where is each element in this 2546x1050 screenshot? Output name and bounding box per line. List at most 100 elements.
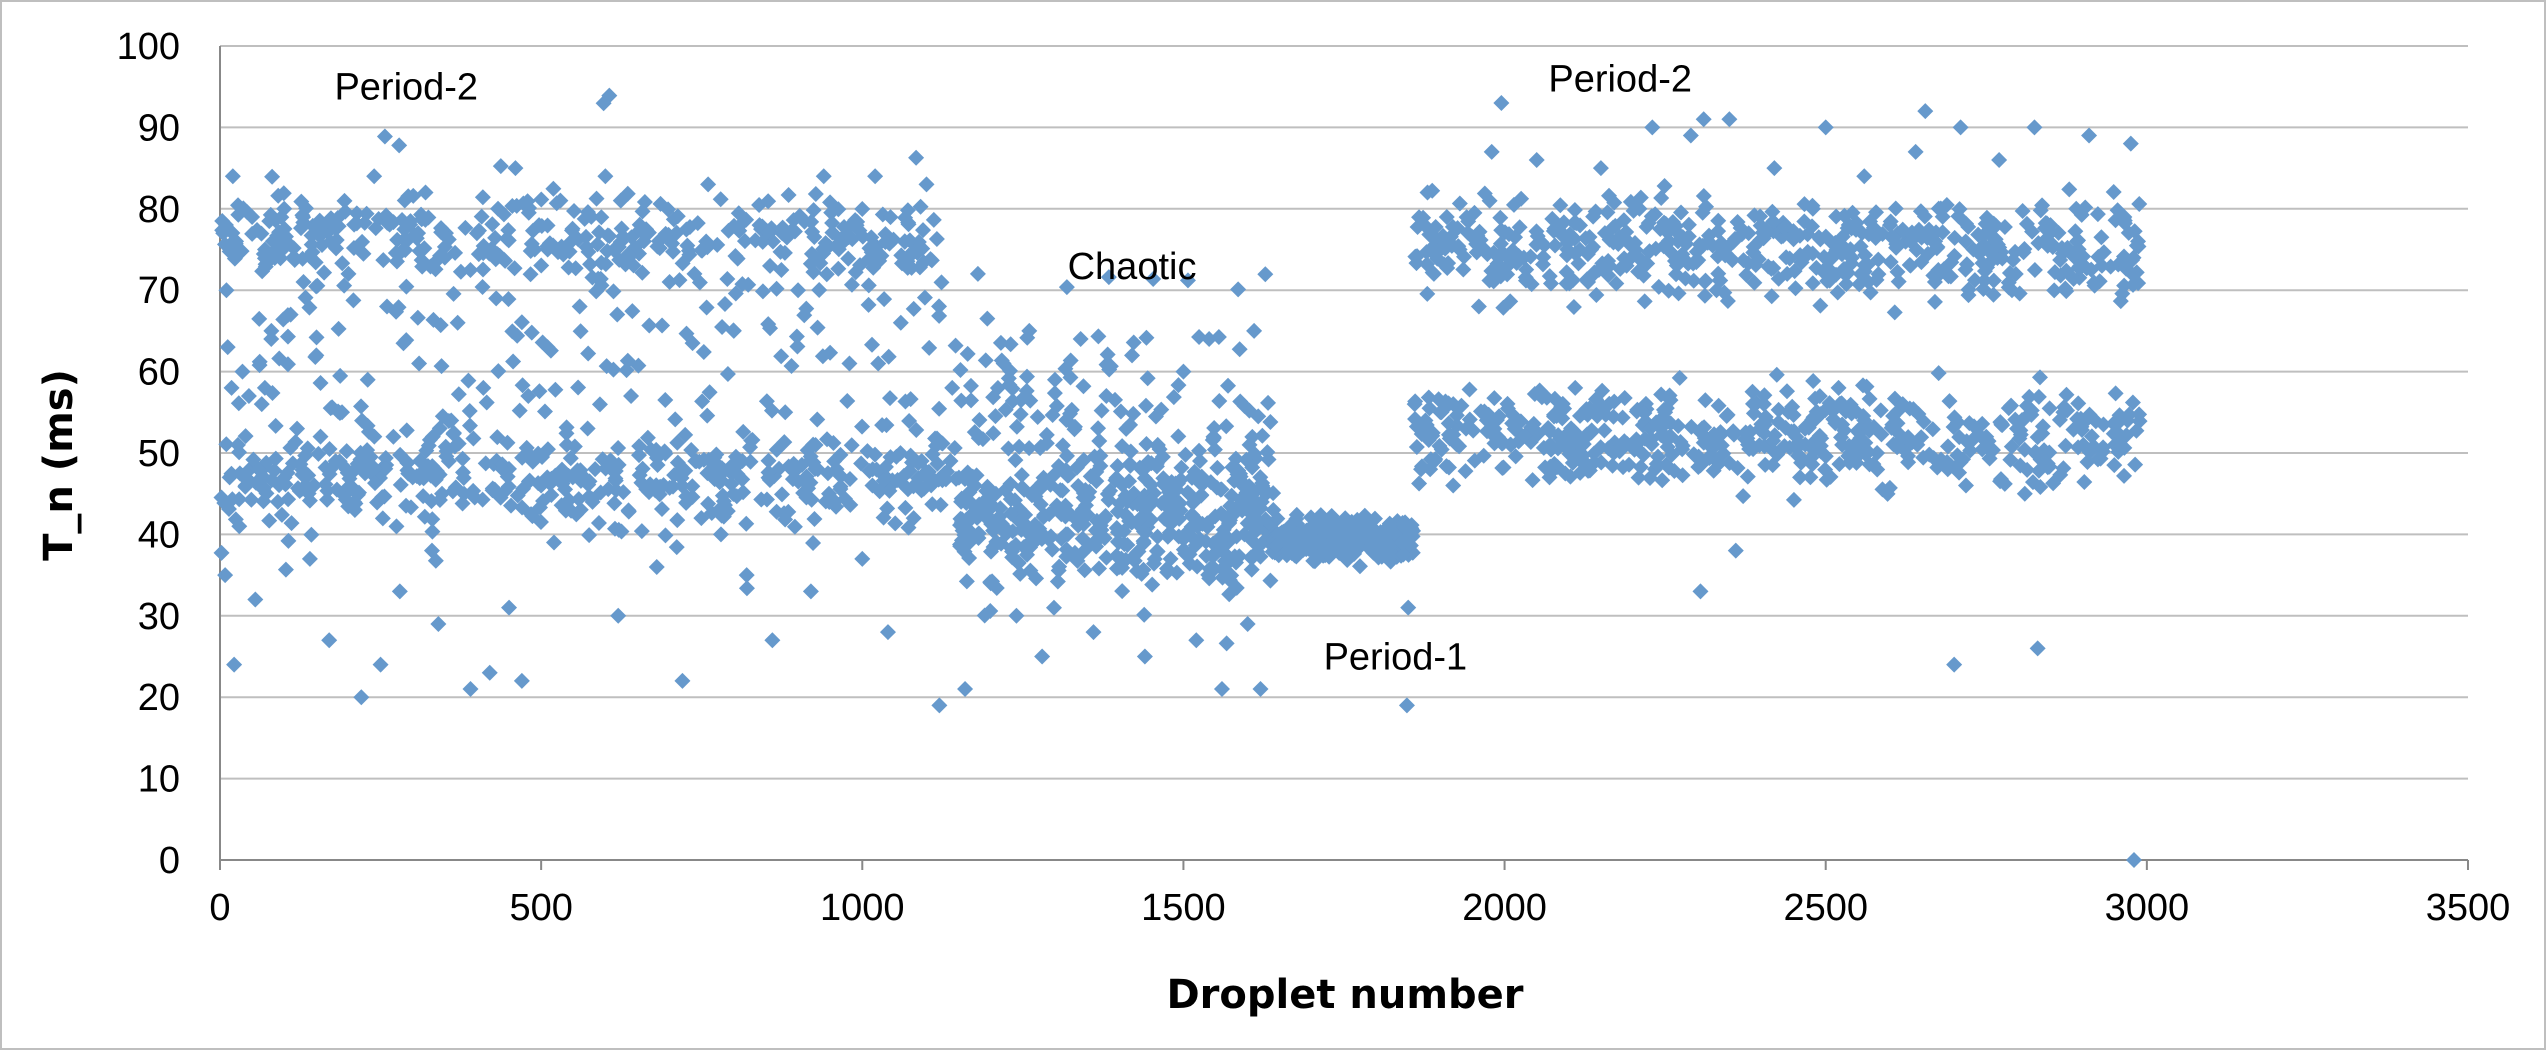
data-point [1205,428,1222,445]
data-point [1070,478,1087,495]
data-point [460,372,477,389]
data-point [1177,446,1194,463]
data-point [605,283,622,300]
data-point [1075,489,1092,506]
data-point [1177,545,1194,562]
data-point [699,407,716,424]
data-point [815,168,832,185]
data-point [839,392,856,409]
data-point [1193,487,1210,504]
data-point [1981,450,1998,467]
data-point [334,255,351,272]
data-point [1499,395,1516,412]
data-point [297,289,314,306]
data-point [1409,219,1426,236]
data-point [1455,261,1472,278]
data-point [496,483,513,500]
data-point [809,319,826,336]
data-point [264,168,281,185]
data-point [1951,429,1968,446]
data-point [2070,395,2087,412]
data-point [1291,534,1308,551]
data-point [1635,267,1652,284]
data-point [1057,360,1074,377]
data-point [588,190,605,207]
data-point [243,491,260,508]
data-point [545,180,562,197]
data-point [566,202,583,219]
data-point [753,491,770,508]
data-point [738,580,755,597]
data-point [1342,534,1359,551]
data-point [954,522,971,539]
data-point [1059,526,1076,543]
annotation-label: Chaotic [1068,246,1197,288]
data-point [494,461,511,478]
data-point [654,317,671,334]
data-point [1849,441,1866,458]
data-point [1890,273,1907,290]
data-point [1046,385,1063,402]
data-point [605,361,622,378]
data-point [295,274,312,291]
data-point [2124,276,2141,293]
data-point [507,160,524,177]
data-point [391,137,408,154]
data-point [1710,397,1727,414]
data-point [1619,435,1636,452]
data-point [786,518,803,535]
data-point [1054,482,1071,499]
data-point [931,298,948,315]
data-point [461,417,478,434]
data-point [1495,459,1512,476]
data-point [841,470,858,487]
data-point [1900,454,1917,471]
data-point [2007,243,2024,260]
data-point [1630,469,1647,486]
data-point [1570,255,1587,272]
data-point [1965,241,1982,258]
y-tick-label: 30 [138,596,180,638]
data-point [1957,477,1974,494]
data-point [758,393,775,410]
data-point [684,335,701,352]
data-point [1631,200,1648,217]
data-point [847,264,864,281]
data-point [608,482,625,499]
data-point [1029,408,1046,425]
data-point [1564,454,1581,471]
data-point [900,214,917,231]
data-point [1168,480,1185,497]
data-point [1227,554,1244,571]
data-point [684,478,701,495]
data-point [1796,213,1813,230]
data-point [1427,451,1444,468]
data-point [578,239,595,256]
data-point [231,491,248,508]
data-point [1852,238,1869,255]
data-point [1149,436,1166,453]
data-point [1791,227,1808,244]
data-point [558,425,575,442]
data-point [514,377,531,394]
data-point [612,234,629,251]
data-point [1672,204,1689,221]
data-point [1044,406,1061,423]
data-point [650,233,667,250]
data-point [1768,366,1785,383]
data-point [273,506,290,523]
data-point [832,481,849,498]
data-point [995,355,1012,372]
data-point [2107,385,2124,402]
data-point [2112,293,2129,310]
data-point [275,185,292,202]
data-point [832,231,849,248]
data-point [1451,241,1468,258]
data-point [773,348,790,365]
data-point [316,264,333,281]
data-point [788,328,805,345]
data-point [1848,214,1865,231]
data-point [1493,94,1510,111]
data-point [1834,228,1851,245]
data-point [377,450,394,467]
